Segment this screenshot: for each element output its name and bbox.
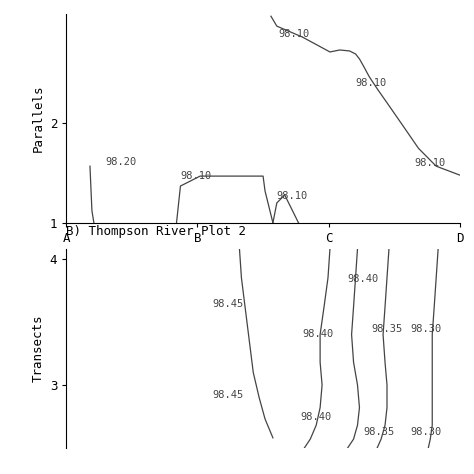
Text: 98.45: 98.45 xyxy=(212,390,243,400)
Text: 98.45: 98.45 xyxy=(212,299,243,309)
Text: 98.10: 98.10 xyxy=(181,171,212,181)
Text: 98.10: 98.10 xyxy=(277,191,308,201)
Text: 98.10: 98.10 xyxy=(279,29,310,39)
Y-axis label: Transects: Transects xyxy=(31,315,44,382)
Text: 98.40: 98.40 xyxy=(347,273,379,283)
Text: 98.30: 98.30 xyxy=(410,428,442,438)
Text: 98.10: 98.10 xyxy=(415,158,446,168)
Text: 98.35: 98.35 xyxy=(371,324,402,334)
Y-axis label: Parallels: Parallels xyxy=(31,85,44,152)
Text: 98.20: 98.20 xyxy=(106,157,137,167)
Text: B) Thompson River Plot 2: B) Thompson River Plot 2 xyxy=(66,225,246,237)
Text: 98.35: 98.35 xyxy=(364,428,395,438)
Text: 98.30: 98.30 xyxy=(410,324,442,334)
Text: 98.40: 98.40 xyxy=(301,412,332,422)
Text: 98.40: 98.40 xyxy=(302,329,334,339)
Text: 98.10: 98.10 xyxy=(356,78,387,88)
